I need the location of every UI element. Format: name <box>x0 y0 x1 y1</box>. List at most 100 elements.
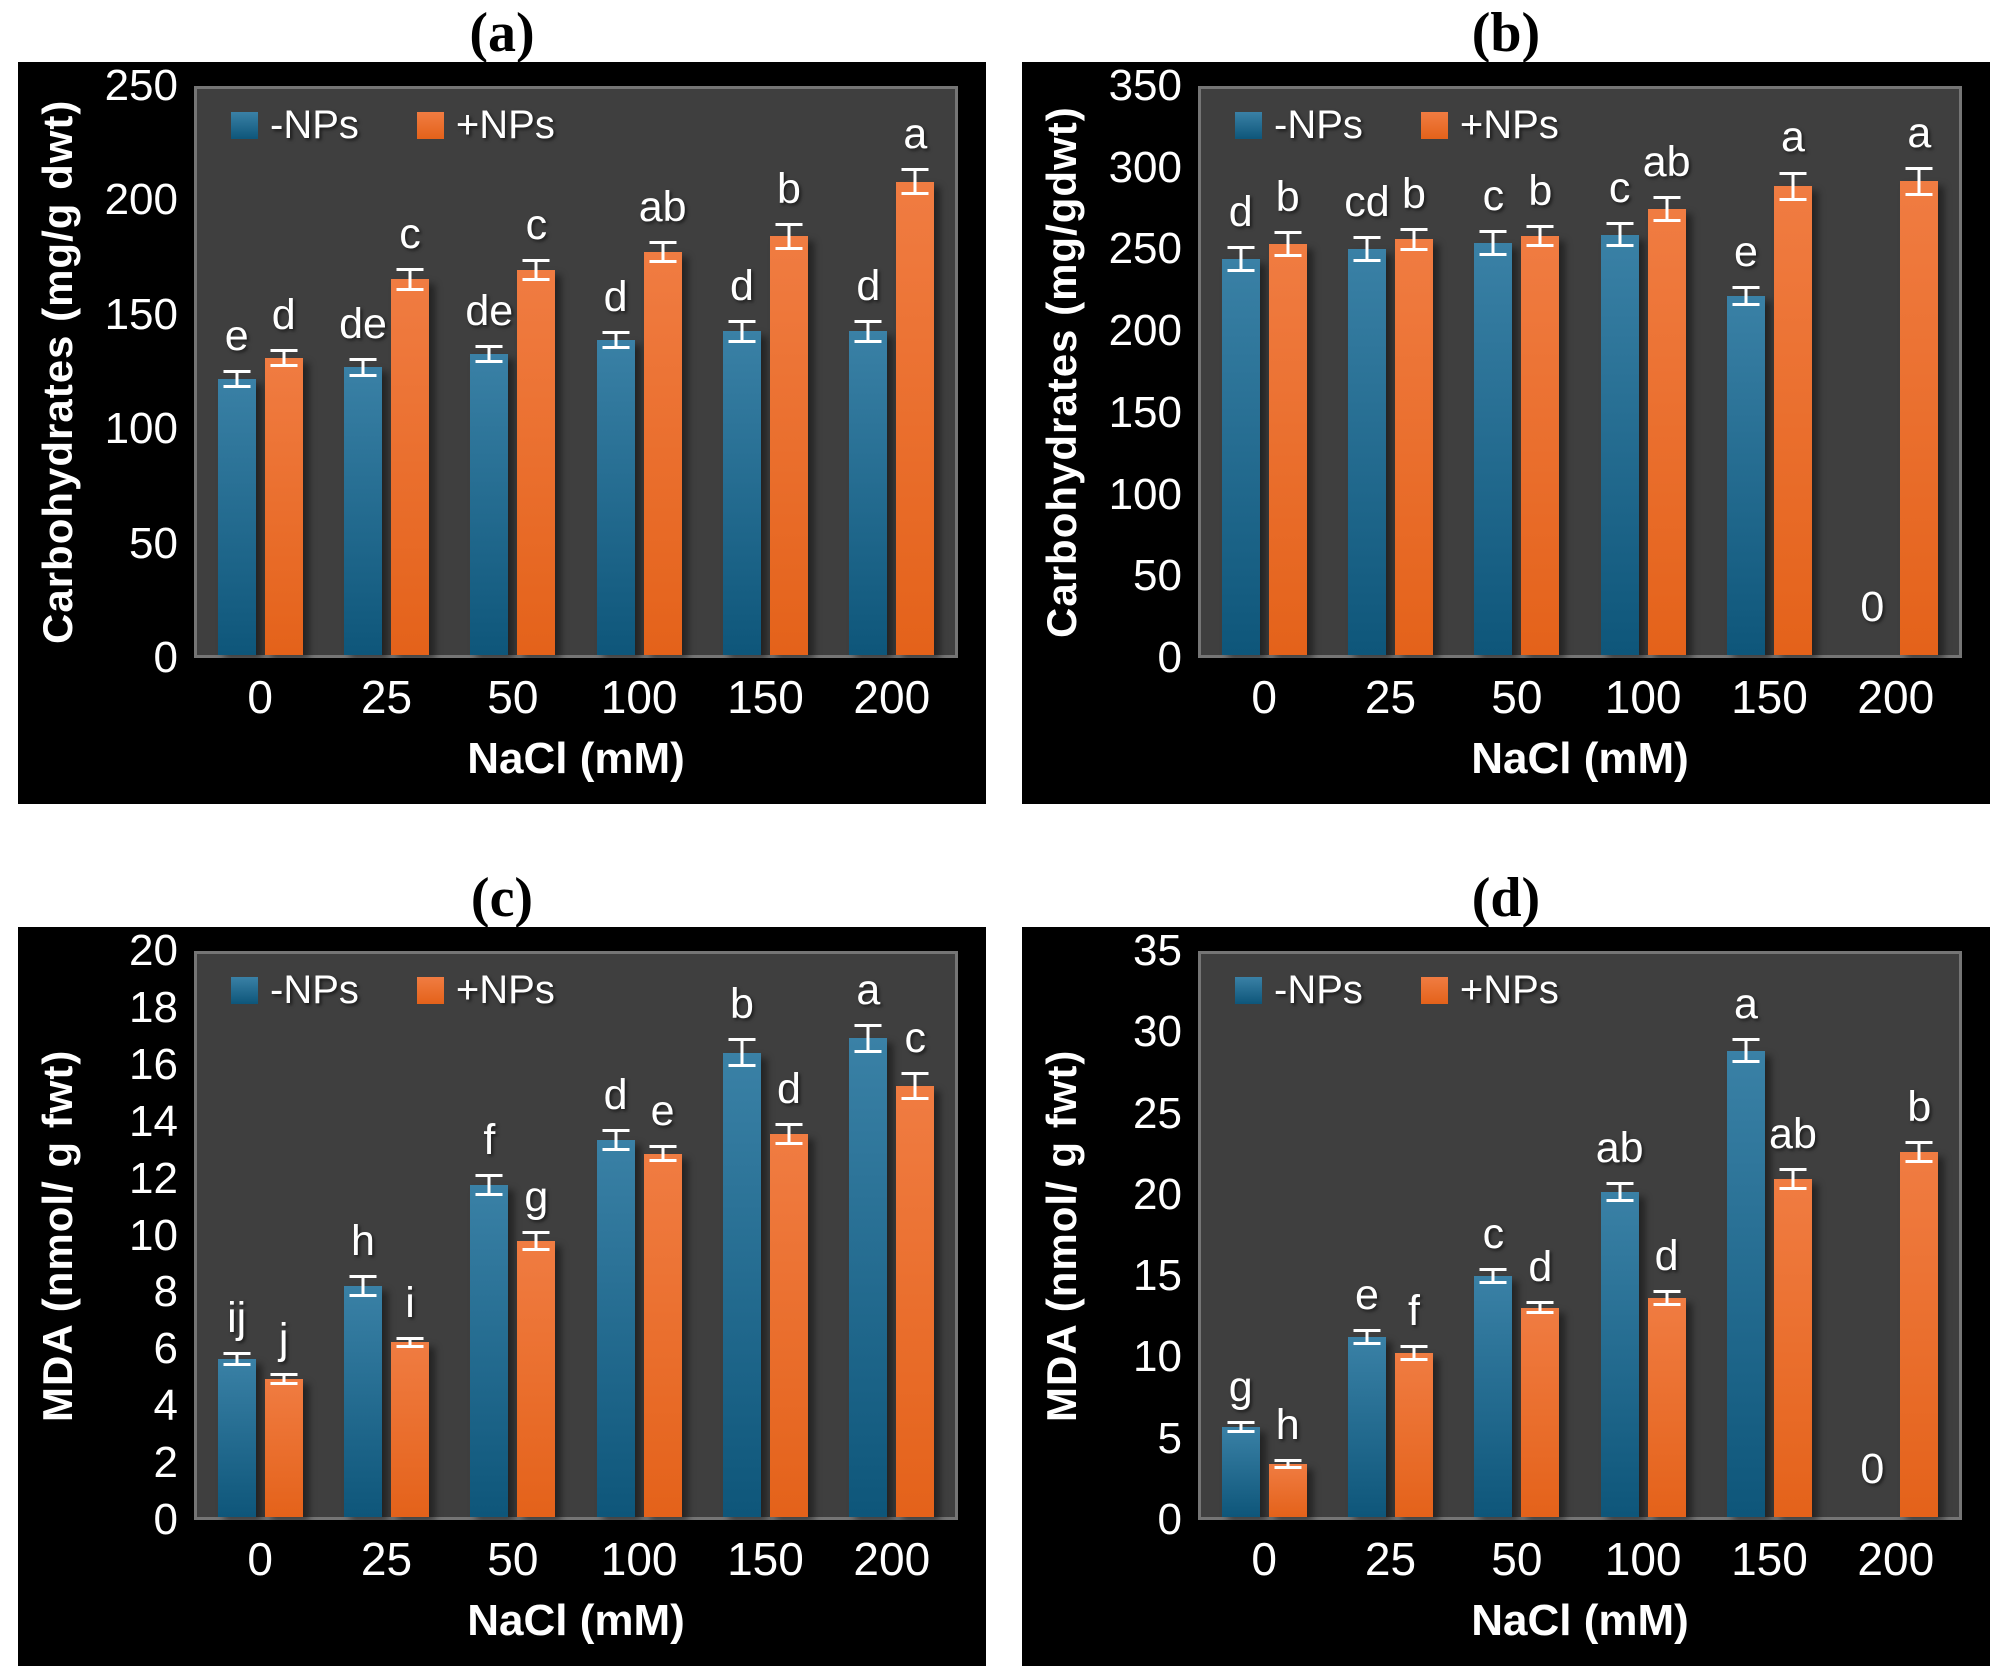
y-tick-label: 18 <box>129 982 178 1032</box>
bar-plus-nps <box>1521 236 1560 655</box>
bar-group: a ab <box>1706 954 1832 1517</box>
legend-swatch-icon <box>1420 977 1448 1004</box>
y-tick-label: 6 <box>153 1324 178 1374</box>
error-bar <box>775 222 803 250</box>
error-bar-cap <box>223 369 251 373</box>
bar-minus-nps <box>1221 258 1260 655</box>
legend: -NPs +NPs <box>231 968 555 1013</box>
error-bar <box>649 1145 677 1163</box>
error-bar <box>1653 195 1681 222</box>
bar-group: c ab <box>1580 89 1706 655</box>
y-tick-label: 0 <box>153 1495 178 1544</box>
x-tick-label: 100 <box>600 1533 678 1585</box>
bar-slot: e <box>1726 89 1765 655</box>
error-bar <box>1905 166 1933 196</box>
bar-slot: d <box>769 954 808 1517</box>
error-bar <box>1400 228 1428 251</box>
bar-group: ab d <box>1580 954 1706 1517</box>
error-bar-cap <box>649 1159 677 1163</box>
bar-group: cd b <box>1327 89 1453 655</box>
bar-slot: e <box>643 954 682 1517</box>
bar-slot: b <box>1900 954 1939 1517</box>
bar-plus-nps <box>390 279 429 655</box>
y-tick-label: 35 <box>1133 926 1182 975</box>
bar-slot: c <box>1474 954 1513 1517</box>
legend-item-minus-nps: -NPs <box>1235 968 1363 1013</box>
significance-letter: h <box>1275 1401 1300 1450</box>
significance-letter: c <box>1482 1209 1505 1258</box>
error-bar-cap <box>728 319 756 323</box>
x-axis-ticks: 0 25 50 100 150 200 <box>194 658 958 726</box>
error-bar-cap <box>1732 1037 1760 1041</box>
error-bar-cap <box>1274 1459 1302 1463</box>
legend-item-plus-nps: +NPs <box>1420 103 1559 148</box>
legend-item-plus-nps: +NPs <box>416 968 555 1013</box>
significance-letter: b <box>777 164 801 213</box>
significance-letter: a <box>856 966 881 1015</box>
error-bar <box>602 331 630 350</box>
error-bar-cap <box>1400 228 1428 232</box>
bar-group: de c <box>323 89 449 655</box>
bar-plus-nps <box>517 1241 556 1517</box>
bar-plus-nps <box>1268 244 1307 655</box>
significance-letter: g <box>1228 1362 1253 1411</box>
x-tick-label: 200 <box>853 1533 931 1585</box>
panel-c: (c) MDA (nmol/ g fwt) 0 2 4 6 8 10 12 14 16 18 20 … <box>0 833 1004 1666</box>
error-bar <box>854 319 882 343</box>
legend-swatch-icon <box>1420 112 1448 139</box>
error-bar-stem <box>1286 231 1290 258</box>
y-axis-ticks: 0 2 4 6 8 10 12 14 16 18 20 <box>98 929 194 1542</box>
y-tick-label: 30 <box>1133 1007 1182 1057</box>
y-axis-title: Carbohydrates (mg/gdwt) <box>1038 106 1085 638</box>
panel-c-title: (c) <box>470 867 534 929</box>
bar-group: de c <box>450 89 576 655</box>
y-tick-label: 15 <box>1133 1251 1182 1301</box>
error-bar-cap <box>522 1231 550 1235</box>
bar-slot: d <box>264 89 303 655</box>
error-bar-stem <box>1618 1182 1622 1202</box>
error-bar <box>475 1173 503 1197</box>
legend-label: +NPs <box>455 103 555 147</box>
error-bar-cap <box>1227 245 1255 249</box>
bar-slot: f <box>1394 954 1433 1517</box>
error-bar-cap <box>901 1097 929 1101</box>
x-tick-label: 0 <box>247 671 273 723</box>
legend-item-minus-nps: -NPs <box>1235 103 1363 148</box>
y-tick-label: 250 <box>1108 224 1182 274</box>
error-bar-stem <box>408 267 412 291</box>
error-bar-cap <box>1905 192 1933 196</box>
legend-item-plus-nps: +NPs <box>1420 968 1559 1013</box>
y-tick-label: 0 <box>153 633 178 682</box>
error-bar-cap <box>522 258 550 262</box>
bar-slot: a <box>1900 89 1939 655</box>
error-bar-cap <box>1732 1060 1760 1064</box>
error-bar-cap <box>522 1247 550 1251</box>
error-bar <box>396 267 424 291</box>
error-bar-stem <box>866 319 870 343</box>
error-bar-stem <box>740 1038 744 1067</box>
bar-slot: a <box>1773 89 1812 655</box>
error-bar-cap <box>1274 231 1302 235</box>
error-bar <box>1227 1420 1255 1434</box>
error-bar-cap <box>1353 236 1381 240</box>
error-bar-cap <box>475 1173 503 1177</box>
error-bar-stem <box>1286 1459 1290 1469</box>
error-bar-cap <box>223 1352 251 1356</box>
error-bar-cap <box>728 1038 756 1042</box>
bar-plus-nps <box>1268 1463 1307 1517</box>
y-tick-label: 0 <box>1157 1495 1182 1544</box>
bar-slot: i <box>390 954 429 1517</box>
bar-slot: ab <box>1769 954 1817 1517</box>
bar-plus-nps <box>1647 208 1686 655</box>
error-bar <box>396 1336 424 1349</box>
y-tick-label: 0 <box>1157 633 1182 682</box>
y-tick-label: 150 <box>1108 387 1182 437</box>
plot-area: -NPs +NPs ij j h i f g d e b d a c <box>194 951 958 1520</box>
plot-area: -NPs +NPs d b cd b c b c ab e a 0 a <box>1198 86 1962 658</box>
y-tick-label: 200 <box>104 175 178 225</box>
significance-letter: d <box>1228 187 1253 236</box>
error-bar-cap <box>1732 302 1760 306</box>
error-bar-stem <box>534 1231 538 1251</box>
